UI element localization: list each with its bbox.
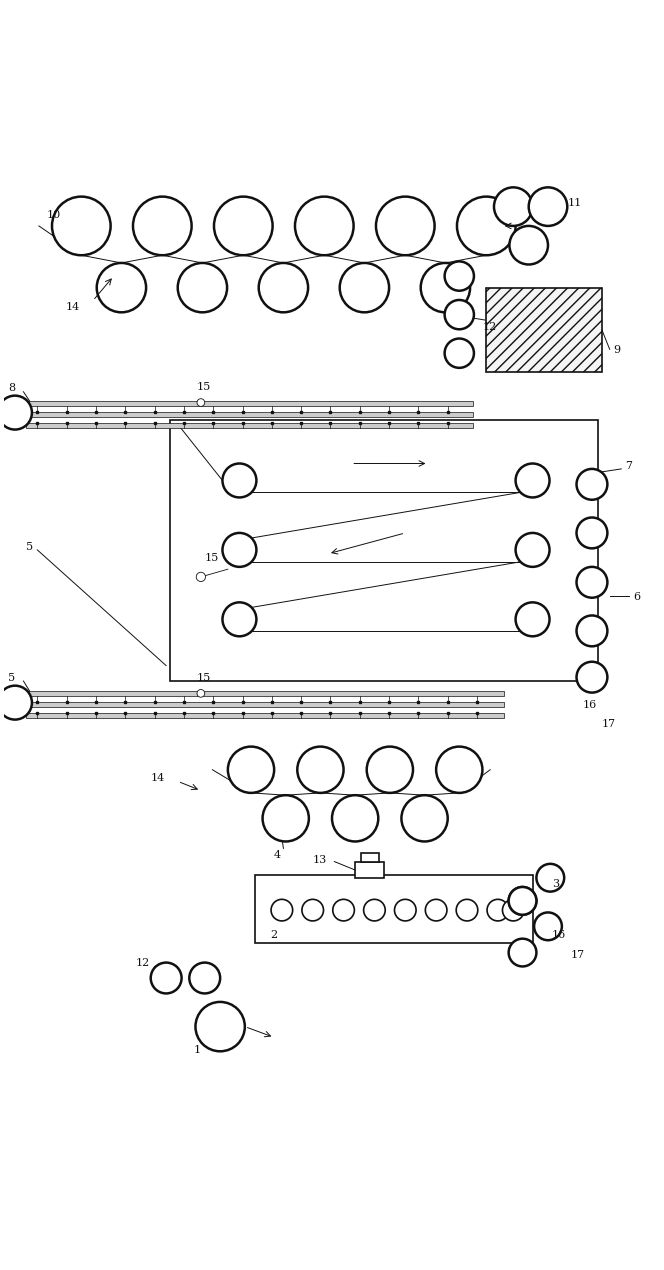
Text: 12: 12 (135, 958, 149, 968)
Text: 16: 16 (552, 930, 566, 940)
Bar (26, 423, 473, 428)
Bar (26, 712, 504, 719)
Circle shape (576, 469, 608, 500)
Circle shape (456, 899, 478, 921)
Circle shape (364, 899, 385, 921)
Circle shape (197, 690, 205, 697)
Circle shape (222, 603, 256, 636)
Circle shape (576, 568, 608, 598)
Circle shape (509, 888, 537, 914)
Circle shape (537, 864, 564, 892)
Circle shape (295, 197, 354, 255)
Circle shape (457, 197, 515, 255)
Circle shape (376, 197, 435, 255)
Text: 2: 2 (270, 930, 278, 940)
Text: 15: 15 (205, 552, 219, 563)
Circle shape (133, 197, 192, 255)
Circle shape (426, 899, 447, 921)
Circle shape (332, 795, 378, 842)
Circle shape (340, 263, 389, 312)
Text: 16: 16 (583, 700, 597, 710)
Text: 5: 5 (26, 541, 33, 551)
Text: 8: 8 (8, 384, 15, 394)
Bar (486, 288, 602, 373)
Circle shape (509, 226, 548, 265)
Circle shape (515, 603, 550, 636)
Circle shape (228, 747, 274, 792)
Circle shape (576, 662, 608, 693)
Circle shape (271, 899, 293, 921)
Circle shape (197, 573, 205, 582)
Circle shape (297, 747, 343, 792)
Circle shape (445, 339, 474, 368)
Text: 11: 11 (567, 198, 582, 208)
Circle shape (576, 518, 608, 549)
Bar (26, 702, 504, 707)
Circle shape (52, 197, 111, 255)
Circle shape (529, 188, 567, 226)
Circle shape (515, 464, 550, 498)
Bar (26, 413, 473, 418)
Text: 4: 4 (274, 850, 282, 860)
Circle shape (0, 396, 32, 431)
Text: 5: 5 (8, 672, 15, 682)
Circle shape (259, 263, 308, 312)
Circle shape (333, 899, 355, 921)
Circle shape (436, 747, 483, 792)
Bar (26, 691, 504, 697)
Text: 7: 7 (625, 460, 632, 470)
Bar (361, 853, 379, 862)
Text: 17: 17 (571, 950, 585, 960)
Circle shape (189, 963, 220, 993)
Circle shape (534, 913, 562, 940)
Circle shape (421, 263, 470, 312)
Circle shape (503, 899, 524, 921)
Circle shape (262, 795, 309, 842)
Text: 17: 17 (602, 719, 616, 729)
Text: 3: 3 (552, 879, 559, 888)
Circle shape (197, 399, 205, 406)
Bar (355, 862, 384, 878)
Bar (26, 401, 473, 406)
Circle shape (0, 686, 32, 720)
Text: 14: 14 (66, 302, 80, 312)
Circle shape (222, 533, 256, 568)
Circle shape (445, 262, 474, 291)
Circle shape (367, 747, 413, 792)
Circle shape (402, 795, 448, 842)
Text: 1: 1 (193, 1045, 201, 1055)
Circle shape (394, 899, 416, 921)
Circle shape (509, 939, 537, 966)
Text: 10: 10 (46, 210, 61, 220)
Text: 13: 13 (313, 855, 327, 865)
Bar (170, 420, 598, 681)
Bar (255, 875, 533, 944)
Circle shape (178, 263, 227, 312)
Circle shape (222, 464, 256, 498)
Circle shape (487, 899, 509, 921)
Circle shape (151, 963, 181, 993)
Circle shape (509, 888, 537, 914)
Text: 6: 6 (633, 592, 640, 602)
Text: 12: 12 (483, 321, 497, 331)
Text: 15: 15 (197, 382, 211, 391)
Circle shape (195, 1002, 245, 1052)
Circle shape (494, 188, 533, 226)
Circle shape (515, 533, 550, 568)
Text: 9: 9 (614, 344, 621, 354)
Circle shape (214, 197, 273, 255)
Circle shape (97, 263, 146, 312)
Text: 14: 14 (151, 772, 165, 782)
Circle shape (445, 301, 474, 330)
Circle shape (302, 899, 323, 921)
Circle shape (576, 616, 608, 646)
Text: 15: 15 (197, 672, 211, 682)
